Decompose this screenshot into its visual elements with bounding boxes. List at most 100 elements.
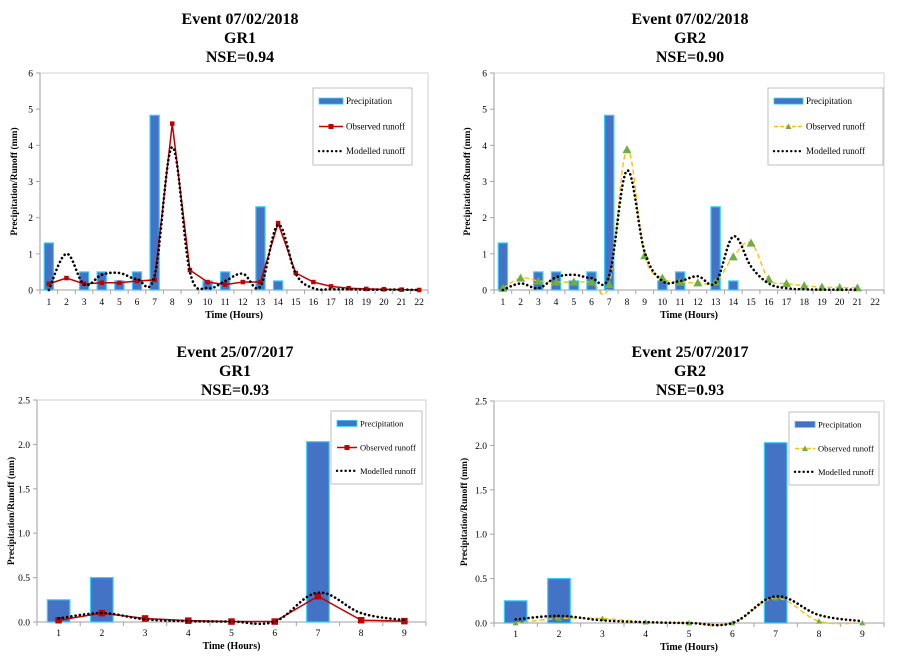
x-tick-label: 4 <box>186 629 191 639</box>
x-tick-label: 18 <box>799 298 809 308</box>
x-tick-label: 10 <box>203 298 213 308</box>
x-tick-label: 14 <box>273 298 283 308</box>
x-tick-label: 16 <box>309 298 319 308</box>
y-tick-label: 0 <box>482 287 487 297</box>
x-axis-label: Time (Hours) <box>660 310 718 321</box>
observed-runoff-point <box>587 277 596 286</box>
y-tick-label: 0.0 <box>18 619 30 629</box>
chart-title: Event 25/07/2017 GR1 NSE=0.93 <box>40 343 430 400</box>
observed-runoff-point <box>816 618 822 624</box>
chart-c4: 0.0 0.5 1.0 1.5 2.0 2.5 1 2 3 4 5 6 7 8 9 Time (Hours) P… <box>459 398 885 653</box>
legend-observed-marker <box>328 124 334 129</box>
x-tick-label: 1 <box>56 629 61 639</box>
chart-title-nse: NSE=0.93 <box>655 382 725 399</box>
legend-label: Precipitation <box>360 418 404 428</box>
observed-runoff-point <box>55 616 62 624</box>
precipitation-bar <box>255 206 266 291</box>
y-tick-label: 4 <box>28 142 33 152</box>
precipitation-bar <box>604 114 615 291</box>
observed-runoff-point <box>498 283 508 292</box>
observed-runoff-point <box>357 616 365 624</box>
chart-c3: 0.0 0.5 1.0 1.5 2.0 2.5 1 2 3 4 5 6 7 8 9 Time (Hours) P… <box>6 397 427 652</box>
x-tick-label: 6 <box>589 298 594 308</box>
x-tick-label: 8 <box>817 630 822 640</box>
x-tick-label: 9 <box>188 298 193 308</box>
x-tick-label: 19 <box>362 298 372 308</box>
chart-title-model: GR2 <box>674 363 706 380</box>
y-tick-label: 2.5 <box>475 398 487 408</box>
y-axis-label: Precipitation/Runoff (mm) <box>459 458 470 566</box>
y-tick-label: 0.5 <box>475 575 487 585</box>
x-tick-label: 8 <box>625 298 630 308</box>
x-axis-label: Time (Hours) <box>203 641 261 652</box>
modelled-runoff-line <box>47 145 421 292</box>
y-tick-label: 5 <box>28 106 33 116</box>
y-tick-label: 0.5 <box>18 574 30 584</box>
observed-runoff-point <box>275 220 281 226</box>
observed-runoff-point <box>328 284 334 289</box>
legend-label: Precipitation <box>806 96 852 106</box>
x-tick-label: 12 <box>238 298 248 308</box>
legend-label: Observed runoff <box>806 122 865 132</box>
observed-runoff-point <box>512 620 519 626</box>
chart-title: Event 07/02/2018 GR2 NSE=0.90 <box>495 10 885 67</box>
modelled-runoff-line <box>501 169 859 292</box>
observed-runoff-point <box>99 280 104 286</box>
x-tick-label: 21 <box>853 298 863 308</box>
observed-runoff-point <box>170 121 175 126</box>
y-tick-label: 2 <box>28 214 33 224</box>
x-tick-label: 3 <box>143 629 148 639</box>
y-tick-label: 2.0 <box>475 442 487 452</box>
x-tick-label: 9 <box>642 298 647 308</box>
chart-title-event: Event 07/02/2018 <box>181 11 299 28</box>
y-tick-label: 1 <box>28 250 33 260</box>
observed-runoff-line <box>502 148 858 296</box>
legend-label: Observed runoff <box>818 444 874 454</box>
y-tick-label: 3 <box>28 178 33 188</box>
x-axis-label: Time (Hours) <box>660 642 718 653</box>
x-tick-label: 4 <box>554 298 559 308</box>
chart-title-nse: NSE=0.94 <box>205 49 275 66</box>
y-tick-label: 0.0 <box>475 620 487 630</box>
chart-title-nse: NSE=0.90 <box>655 49 725 66</box>
observed-runoff-point <box>516 273 526 282</box>
precipitation-bar <box>89 576 114 623</box>
x-tick-label: 7 <box>773 630 778 640</box>
y-tick-label: 2.0 <box>18 441 30 451</box>
observed-runoff-point <box>117 280 122 286</box>
x-tick-label: 18 <box>344 298 354 308</box>
chart-title-event: Event 25/07/2017 <box>176 344 294 361</box>
observed-runoff-point <box>782 278 791 288</box>
precipitation-bar <box>149 114 160 291</box>
legend-label: Precipitation <box>818 419 862 429</box>
x-tick-label: 5 <box>229 629 234 639</box>
modelled-runoff-line <box>514 595 864 627</box>
x-tick-label: 9 <box>402 629 407 639</box>
x-tick-label: 2 <box>99 629 104 639</box>
x-tick-label: 20 <box>379 298 389 308</box>
legend-label: Observed runoff <box>346 122 405 132</box>
precipitation-bar <box>306 441 330 623</box>
y-axis-label: Precipitation/Runoff (mm) <box>6 457 17 565</box>
y-tick-label: 3 <box>482 178 487 188</box>
y-tick-label: 6 <box>482 70 487 80</box>
chart-title: Event 07/02/2018 GR1 NSE=0.94 <box>50 10 430 67</box>
y-axis-label: Precipitation/Runoff (mm) <box>462 127 473 235</box>
x-tick-label: 1 <box>513 630 518 640</box>
x-tick-label: 22 <box>414 298 424 308</box>
precipitation-bar <box>763 442 788 624</box>
y-tick-label: 2 <box>482 214 487 224</box>
observed-runoff-point <box>228 618 235 625</box>
y-tick-label: 1.5 <box>18 485 30 495</box>
legend-label: Observed runoff <box>360 443 416 453</box>
legend-observed-marker <box>802 445 808 451</box>
observed-runoff-line <box>515 597 863 626</box>
x-tick-label: 6 <box>272 629 277 639</box>
legend-precipitation-swatch <box>318 97 344 105</box>
x-tick-label: 4 <box>99 298 104 308</box>
observed-runoff-point <box>364 286 369 292</box>
x-tick-label: 5 <box>571 298 576 308</box>
precipitation-bar <box>710 206 721 291</box>
x-tick-label: 7 <box>152 298 157 308</box>
